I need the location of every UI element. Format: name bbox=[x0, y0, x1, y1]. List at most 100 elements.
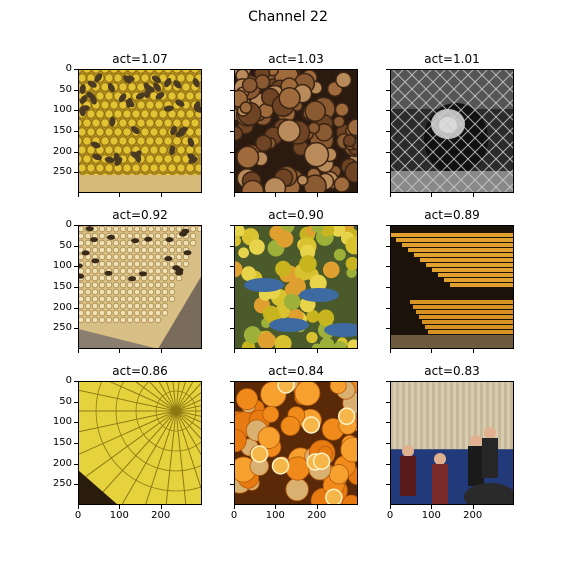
x-tick-label: 100 bbox=[265, 510, 285, 521]
y-tick-label: 100 bbox=[52, 104, 72, 116]
y-tick-label: 0 bbox=[65, 375, 72, 386]
x-tick-label: 100 bbox=[421, 510, 441, 521]
x-tick-label: 200 bbox=[151, 510, 171, 521]
y-tick-label: 150 bbox=[52, 125, 72, 136]
x-tick-mark bbox=[234, 193, 235, 197]
x-tick-mark bbox=[390, 193, 391, 197]
y-tick-mark bbox=[386, 89, 390, 91]
x-tick-mark bbox=[234, 505, 235, 509]
y-tick-mark bbox=[230, 69, 234, 70]
y-tick-mark bbox=[74, 225, 78, 226]
y-tick-label: 0 bbox=[65, 219, 72, 230]
figure-title: Channel 22 bbox=[248, 9, 328, 25]
panel-title: act=0.83 bbox=[424, 364, 480, 378]
y-tick-mark bbox=[230, 245, 234, 247]
y-tick-mark bbox=[230, 484, 234, 486]
y-tick-label: 250 bbox=[52, 478, 72, 490]
panel-image-concert-stage bbox=[390, 381, 514, 505]
y-tick-mark bbox=[230, 110, 234, 112]
y-tick-label: 200 bbox=[52, 145, 72, 157]
x-tick-mark bbox=[431, 349, 433, 353]
x-tick-label: 100 bbox=[109, 510, 129, 521]
y-tick-label: 200 bbox=[52, 457, 72, 469]
x-tick-mark bbox=[472, 349, 474, 353]
x-tick-mark bbox=[160, 349, 162, 353]
x-tick-mark bbox=[119, 505, 121, 509]
y-tick-mark bbox=[230, 307, 234, 309]
y-tick-mark bbox=[230, 443, 234, 444]
x-tick-mark bbox=[472, 505, 474, 509]
x-tick-label: 0 bbox=[74, 510, 82, 521]
y-tick-label: 250 bbox=[52, 166, 72, 178]
y-tick-mark bbox=[74, 307, 78, 309]
y-tick-mark bbox=[230, 131, 234, 132]
y-tick-mark bbox=[386, 443, 390, 444]
y-tick-mark bbox=[230, 422, 234, 424]
y-tick-label: 50 bbox=[59, 239, 72, 251]
y-tick-label: 250 bbox=[52, 322, 72, 334]
y-tick-mark bbox=[386, 463, 390, 465]
panel-title: act=0.92 bbox=[112, 208, 168, 222]
y-tick-mark bbox=[386, 131, 390, 132]
y-tick-mark bbox=[230, 89, 234, 91]
panel-title: act=0.90 bbox=[268, 208, 324, 222]
y-tick-mark bbox=[74, 89, 78, 91]
x-tick-mark bbox=[275, 349, 277, 353]
y-tick-label: 50 bbox=[59, 83, 72, 95]
y-tick-mark bbox=[386, 172, 390, 174]
y-tick-mark bbox=[74, 443, 78, 444]
y-tick-label: 150 bbox=[52, 437, 72, 448]
x-tick-mark bbox=[316, 193, 318, 197]
x-tick-mark bbox=[78, 349, 79, 353]
x-tick-label: 200 bbox=[307, 510, 327, 521]
y-tick-mark bbox=[74, 131, 78, 132]
y-tick-mark bbox=[386, 401, 390, 403]
y-tick-mark bbox=[74, 422, 78, 424]
panel-title: act=0.84 bbox=[268, 364, 324, 378]
y-tick-mark bbox=[74, 172, 78, 174]
panel-title: act=0.86 bbox=[112, 364, 168, 378]
y-tick-mark bbox=[74, 110, 78, 112]
x-tick-mark bbox=[78, 505, 79, 509]
y-tick-label: 100 bbox=[52, 416, 72, 428]
y-tick-mark bbox=[74, 484, 78, 486]
x-tick-mark bbox=[316, 349, 318, 353]
y-tick-mark bbox=[386, 381, 390, 382]
panel-title: act=0.89 bbox=[424, 208, 480, 222]
panel-title: act=1.07 bbox=[112, 52, 168, 66]
y-tick-mark bbox=[386, 422, 390, 424]
y-tick-label: 0 bbox=[65, 63, 72, 74]
y-tick-mark bbox=[386, 287, 390, 288]
y-tick-mark bbox=[230, 401, 234, 403]
panel-image-yellow-umbrella bbox=[78, 381, 202, 505]
panel-image-fruit-bowls bbox=[234, 225, 358, 349]
y-tick-mark bbox=[386, 110, 390, 112]
y-tick-mark bbox=[386, 69, 390, 70]
x-tick-label: 200 bbox=[463, 510, 483, 521]
y-tick-mark bbox=[230, 266, 234, 268]
y-tick-mark bbox=[230, 151, 234, 153]
y-tick-label: 150 bbox=[52, 281, 72, 292]
y-tick-mark bbox=[386, 307, 390, 309]
x-tick-mark bbox=[316, 505, 318, 509]
y-tick-mark bbox=[74, 151, 78, 153]
x-tick-mark bbox=[275, 505, 277, 509]
panel-image-log-pile bbox=[234, 69, 358, 193]
y-tick-mark bbox=[386, 151, 390, 153]
panel-title: act=1.03 bbox=[268, 52, 324, 66]
panel-title: act=1.01 bbox=[424, 52, 480, 66]
y-tick-mark bbox=[74, 381, 78, 382]
x-tick-mark bbox=[472, 193, 474, 197]
y-tick-mark bbox=[74, 463, 78, 465]
y-tick-label: 50 bbox=[59, 395, 72, 407]
panel-image-honeycomb-bees bbox=[78, 69, 202, 193]
y-tick-mark bbox=[230, 172, 234, 174]
y-tick-mark bbox=[230, 287, 234, 288]
panel-image-honeycomb-frame bbox=[78, 225, 202, 349]
y-tick-mark bbox=[230, 225, 234, 226]
y-tick-mark bbox=[74, 287, 78, 288]
y-tick-mark bbox=[386, 266, 390, 268]
y-tick-mark bbox=[74, 69, 78, 70]
x-tick-mark bbox=[275, 193, 277, 197]
y-tick-mark bbox=[74, 328, 78, 330]
